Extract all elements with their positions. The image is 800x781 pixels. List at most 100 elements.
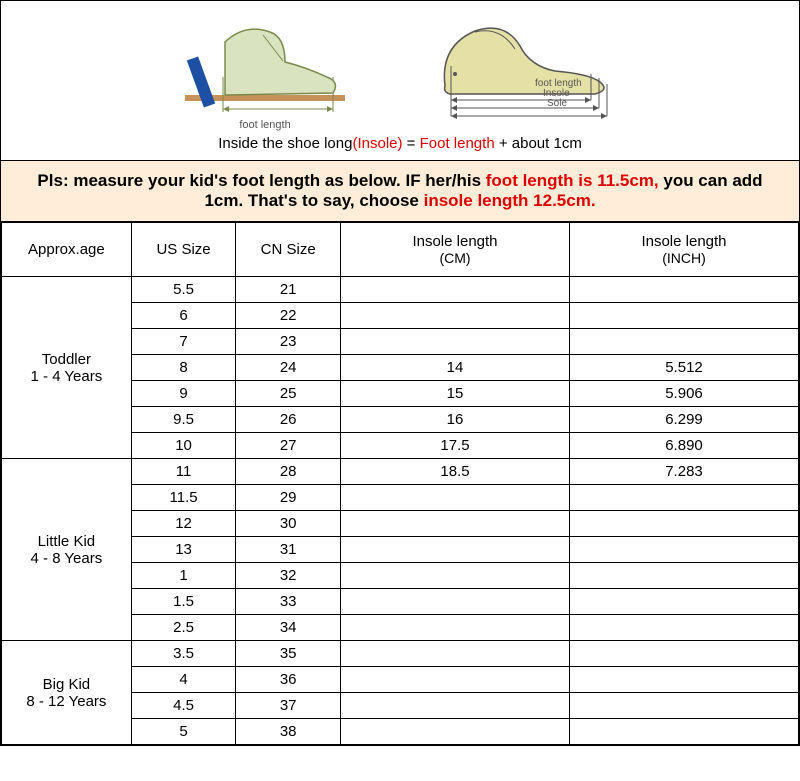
cell-us: 7: [131, 329, 236, 355]
cell-cn: 31: [236, 537, 341, 563]
foot-length-label: foot length: [175, 119, 355, 131]
cell-in: 5.512: [569, 355, 798, 381]
cell-in: [569, 563, 798, 589]
cell-in: [569, 485, 798, 511]
age-range: 1 - 4 Years: [6, 368, 127, 385]
hdr-insole-cm: Insole length(CM): [341, 223, 570, 277]
cell-us: 2.5: [131, 615, 236, 641]
hdr-approx: Approx.age: [2, 223, 132, 277]
cell-cm: [341, 329, 570, 355]
cell-us: 4.5: [131, 693, 236, 719]
instruction-box: Pls: measure your kid's foot length as b…: [1, 160, 799, 222]
size-table: Approx.age US Size CN Size Insole length…: [1, 222, 799, 745]
hdr-cn: CN Size: [236, 223, 341, 277]
cell-cn: 21: [236, 277, 341, 303]
cell-cn: 37: [236, 693, 341, 719]
cell-in: [569, 589, 798, 615]
shoe-side-icon: foot length Insole Sole: [415, 16, 625, 131]
foot-side-icon: [175, 17, 355, 117]
cell-cn: 23: [236, 329, 341, 355]
age-group-cell: Little Kid4 - 8 Years: [2, 459, 132, 641]
cell-us: 4: [131, 667, 236, 693]
header-row: Approx.age US Size CN Size Insole length…: [2, 223, 799, 277]
cell-cm: [341, 693, 570, 719]
cell-cn: 36: [236, 667, 341, 693]
cell-us: 9.5: [131, 407, 236, 433]
cell-in: 5.906: [569, 381, 798, 407]
cell-in: 6.890: [569, 433, 798, 459]
hdr-insole-in: Insole length(INCH): [569, 223, 798, 277]
cell-us: 1.5: [131, 589, 236, 615]
cell-cm: [341, 303, 570, 329]
cell-cn: 28: [236, 459, 341, 485]
cell-cm: [341, 719, 570, 745]
cell-cn: 34: [236, 615, 341, 641]
cell-us: 6: [131, 303, 236, 329]
cell-in: [569, 303, 798, 329]
shoe-label-sole: Sole: [547, 98, 567, 109]
cell-cm: [341, 277, 570, 303]
cell-cm: [341, 589, 570, 615]
table-row: Big Kid8 - 12 Years3.535: [2, 641, 799, 667]
cell-cn: 32: [236, 563, 341, 589]
cell-cm: 17.5: [341, 433, 570, 459]
formula-pre: Inside the shoe long: [218, 135, 352, 152]
cell-cm: [341, 511, 570, 537]
instr-red1: foot length is 11.5cm,: [486, 171, 659, 190]
cell-in: [569, 719, 798, 745]
size-chart-container: foot length foot length Insole Sole: [0, 0, 800, 746]
age-group-cell: Big Kid8 - 12 Years: [2, 641, 132, 745]
cell-us: 8: [131, 355, 236, 381]
cell-in: [569, 641, 798, 667]
age-name: Toddler: [6, 351, 127, 368]
shoe-insole-diagram: foot length Insole Sole: [415, 16, 625, 131]
cell-cn: 26: [236, 407, 341, 433]
cell-in: 7.283: [569, 459, 798, 485]
formula-post: + about 1cm: [495, 135, 582, 152]
age-name: Big Kid: [6, 676, 127, 693]
cell-in: [569, 667, 798, 693]
age-name: Little Kid: [6, 533, 127, 550]
cell-cn: 30: [236, 511, 341, 537]
cell-us: 11: [131, 459, 236, 485]
cell-in: 6.299: [569, 407, 798, 433]
formula-line: Inside the shoe long(Insole) = Foot leng…: [1, 131, 799, 160]
age-range: 4 - 8 Years: [6, 550, 127, 567]
cell-cm: [341, 667, 570, 693]
cell-in: [569, 511, 798, 537]
age-group-cell: Toddler1 - 4 Years: [2, 277, 132, 459]
hdr-us: US Size: [131, 223, 236, 277]
age-range: 8 - 12 Years: [6, 693, 127, 710]
cell-cm: [341, 537, 570, 563]
cell-in: [569, 615, 798, 641]
instr-part1: Pls: measure your kid's foot length as b…: [37, 171, 485, 190]
cell-cn: 33: [236, 589, 341, 615]
cell-cn: 35: [236, 641, 341, 667]
diagram-area: foot length foot length Insole Sole: [1, 1, 799, 131]
cell-us: 5: [131, 719, 236, 745]
cell-cn: 24: [236, 355, 341, 381]
formula-foot: Foot length: [420, 135, 495, 152]
cell-cn: 38: [236, 719, 341, 745]
cell-us: 3.5: [131, 641, 236, 667]
cell-us: 9: [131, 381, 236, 407]
cell-us: 13: [131, 537, 236, 563]
cell-cm: 18.5: [341, 459, 570, 485]
table-row: Little Kid4 - 8 Years112818.57.283: [2, 459, 799, 485]
cell-cm: 16: [341, 407, 570, 433]
cell-cm: [341, 615, 570, 641]
formula-insole: (Insole): [352, 135, 402, 152]
cell-in: [569, 537, 798, 563]
formula-eq: =: [403, 135, 420, 152]
cell-cn: 25: [236, 381, 341, 407]
cell-cm: [341, 485, 570, 511]
cell-cm: 15: [341, 381, 570, 407]
cell-us: 11.5: [131, 485, 236, 511]
cell-us: 1: [131, 563, 236, 589]
cell-in: [569, 329, 798, 355]
cell-us: 5.5: [131, 277, 236, 303]
cell-cn: 29: [236, 485, 341, 511]
cell-in: [569, 693, 798, 719]
cell-cn: 27: [236, 433, 341, 459]
instr-red2: insole length 12.5cm.: [424, 191, 596, 210]
